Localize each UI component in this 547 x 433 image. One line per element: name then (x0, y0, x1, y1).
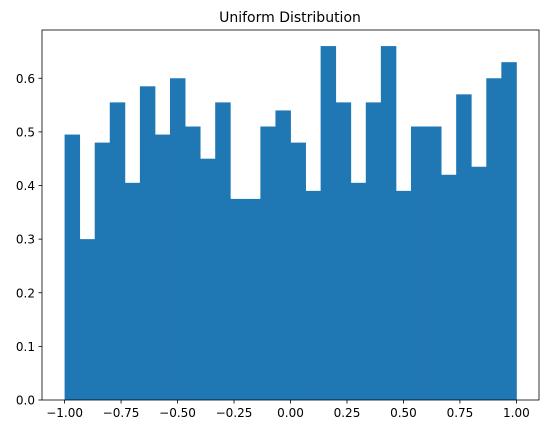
y-tick-label: 0.2 (16, 286, 35, 300)
histogram-bar (170, 78, 186, 401)
histogram-bar (230, 198, 246, 400)
x-tick-label: −1.00 (46, 406, 83, 420)
histogram-bar (335, 102, 352, 401)
x-tick-label: 0.75 (447, 406, 474, 420)
histogram-bar (79, 239, 96, 400)
histogram-bar (395, 190, 412, 400)
y-axis: 0.0 0.1 0.2 0.3 0.4 0.5 0.6 (16, 72, 42, 408)
x-axis: −1.00 −0.75 −0.50 −0.25 0.00 0.25 0.50 0.75 1.00 (46, 400, 530, 420)
y-tick-label: 0.5 (16, 125, 35, 139)
histogram-bar (154, 134, 171, 400)
x-tick-label: 1.00 (503, 406, 530, 420)
y-tick-label: 0.0 (16, 394, 35, 408)
histogram-bar (260, 126, 276, 401)
histogram-bar (320, 46, 337, 401)
x-tick-label: −0.50 (159, 406, 196, 420)
x-tick-label: −0.75 (103, 406, 140, 420)
histogram-bar (139, 86, 156, 400)
histogram-bar (185, 126, 201, 401)
x-tick-label: 0.25 (334, 406, 361, 420)
y-tick-label: 0.3 (16, 233, 35, 247)
histogram-bar (486, 78, 502, 401)
histogram-bar (350, 182, 367, 400)
histogram-bar (94, 142, 111, 400)
histogram-bar (456, 94, 472, 400)
histogram-bar (380, 46, 397, 401)
histogram-bar (275, 110, 291, 400)
chart-title: Uniform Distribution (219, 10, 361, 26)
histogram-bar (471, 166, 487, 400)
histogram-bar (245, 198, 261, 400)
histogram-bar (215, 102, 231, 401)
histogram-bar (305, 190, 322, 400)
histogram-bar (365, 102, 382, 401)
histogram-bar (410, 126, 427, 401)
histogram-bar (200, 158, 216, 400)
x-tick-label: −0.25 (216, 406, 253, 420)
x-tick-label: 0.00 (277, 406, 304, 420)
histogram-bar (64, 134, 81, 400)
y-tick-label: 0.1 (16, 340, 35, 354)
histogram-bar (426, 126, 442, 401)
x-tick-label: 0.50 (390, 406, 417, 420)
y-tick-label: 0.4 (16, 179, 35, 193)
y-tick-label: 0.6 (16, 72, 35, 86)
histogram-bar (109, 102, 126, 401)
histogram-bar (501, 62, 517, 400)
histogram-bar (124, 182, 141, 400)
histogram-bar (441, 174, 457, 400)
histogram-bars (64, 46, 517, 401)
histogram-bar (290, 142, 306, 400)
